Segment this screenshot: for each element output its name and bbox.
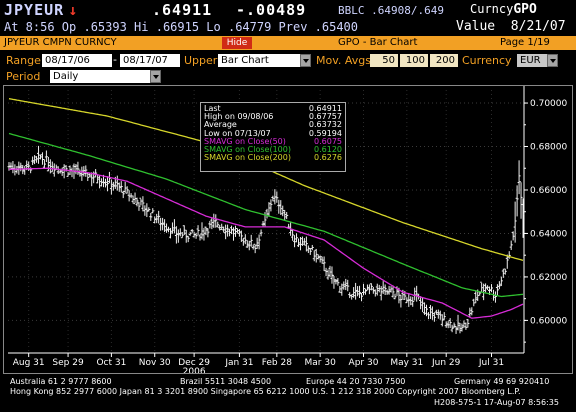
- moving-average-line: [9, 167, 524, 319]
- legend-value: 0.6120: [314, 144, 342, 154]
- value-date: Value 8/21/07: [456, 19, 566, 34]
- legend-value: 0.6075: [314, 136, 342, 146]
- legend-value: 0.59194: [308, 128, 342, 138]
- legend-row: SMAVG on Close(50) 0.6075: [204, 136, 342, 146]
- footer-contact-australia: Australia 61 2 9777 8600: [10, 377, 112, 386]
- range-start-input[interactable]: 08/17/06: [42, 54, 112, 67]
- range-end-input[interactable]: 08/17/07: [120, 54, 180, 67]
- x-tick-label: Jul 31: [478, 358, 504, 368]
- period-label: Period: [6, 70, 41, 83]
- legend-label: SMAVG on Close(200): [204, 153, 291, 163]
- legend-label: Last: [204, 104, 221, 113]
- currency-label: Currency: [462, 54, 512, 67]
- x-tick-label: Oct 31: [96, 358, 126, 368]
- x-tick-label: Aug 31: [13, 358, 45, 368]
- legend-label: Average: [204, 120, 237, 130]
- legend-value: 0.63732: [308, 120, 342, 130]
- legend-label: SMAVG on Close(50): [204, 136, 286, 146]
- upper-select[interactable]: Bar Chart: [218, 54, 300, 67]
- chart-legend: Last 0.64911 High on 09/08/06 0.67757 Averag…: [200, 102, 346, 172]
- y-tick-label: 0.64000: [530, 229, 567, 239]
- footer-contact-germany: Germany 49 69 920410: [454, 377, 550, 386]
- quote-header: JPYEUR ↓ .64911 -.00489 BBLC .64908/.649 …: [0, 0, 576, 36]
- title-bar: JPYEUR CMPN CURNCY Hide GPO - Bar Chart …: [0, 36, 576, 50]
- x-tick-label: May 31: [390, 358, 423, 368]
- legend-value: 0.64911: [308, 104, 342, 113]
- net-change: -.00489: [236, 1, 307, 19]
- ticker-symbol[interactable]: JPYEUR ↓: [4, 1, 79, 19]
- legend-row: High on 09/08/06 0.67757: [204, 113, 342, 121]
- screen-title: GPO - Bar Chart: [338, 37, 418, 48]
- legend-label: SMAVG on Close(100): [204, 144, 291, 154]
- function-code: CurncyGPO: [470, 2, 537, 17]
- currency-select[interactable]: EUR: [517, 54, 547, 67]
- y-tick-label: 0.62000: [530, 273, 567, 283]
- security-label: JPYEUR CMPN CURNCY: [4, 37, 117, 48]
- x-tick-label: Nov 30: [139, 358, 171, 368]
- mov-avg-2-input[interactable]: 100: [400, 54, 428, 67]
- x-tick-label: Dec 29: [178, 358, 210, 368]
- upper-label: Upper: [184, 54, 218, 67]
- mov-avg-1-input[interactable]: 50: [370, 54, 398, 67]
- last-price: .64911: [152, 1, 213, 19]
- hide-button[interactable]: Hide: [222, 37, 252, 49]
- y-tick-label: 0.60000: [530, 316, 567, 326]
- x-tick-label: Sep 29: [52, 358, 84, 368]
- x-tick-label: Jan 31: [224, 358, 253, 368]
- period-select[interactable]: Daily: [50, 70, 150, 83]
- down-arrow-icon: ↓: [68, 1, 79, 19]
- legend-label: High on 09/08/06: [204, 112, 274, 122]
- footer-contact-brazil: Brazil 5511 3048 4500: [180, 377, 272, 386]
- legend-value: 0.67757: [308, 112, 342, 122]
- quote-details: At 8:56 Op .65393 Hi .66915 Lo .64779 Pr…: [4, 20, 359, 34]
- upper-dropdown-icon[interactable]: [300, 54, 311, 67]
- page-indicator[interactable]: Page 1/19: [500, 37, 550, 48]
- x-year-label: 2006: [183, 367, 206, 373]
- range-label: Range: [6, 54, 41, 67]
- period-dropdown-icon[interactable]: [150, 70, 161, 83]
- legend-row: Last 0.64911: [204, 104, 342, 113]
- x-tick-label: Feb 28: [262, 358, 293, 368]
- range-separator: -: [113, 53, 117, 66]
- y-tick-label: 0.66000: [530, 186, 567, 196]
- currency-dropdown-icon[interactable]: [547, 54, 558, 67]
- legend-value: 0.6276: [314, 153, 342, 163]
- footer-timestamp: H208-575-1 17-Aug-07 8:56:35: [434, 398, 559, 407]
- x-tick-label: Mar 30: [305, 358, 337, 368]
- price-chart[interactable]: 0.70000 0.68000 0.66000 0.64000 0.62000 0.600…: [3, 85, 573, 374]
- y-tick-label: 0.70000: [530, 99, 567, 109]
- chart-canvas: 0.70000 0.68000 0.66000 0.64000 0.62000 0.600…: [7, 86, 567, 373]
- footer-contact-europe: Europe 44 20 7330 7500: [306, 377, 406, 386]
- mov-avgs-label: Mov. Avgs: [316, 54, 371, 67]
- legend-row: SMAVG on Close(200) 0.6276: [204, 154, 342, 162]
- legend-row: SMAVG on Close(100) 0.6120: [204, 144, 342, 154]
- mov-avg-3-input[interactable]: 200: [430, 54, 458, 67]
- legend-label: Low on 07/13/07: [204, 128, 271, 138]
- x-tick-label: Jun 29: [431, 358, 461, 368]
- footer: Australia 61 2 9777 8600 Brazil 5511 304…: [0, 376, 576, 412]
- y-tick-label: 0.68000: [530, 143, 567, 153]
- moving-average-line: [8, 132, 524, 298]
- legend-row: Low on 07/13/07 0.59194: [204, 128, 342, 138]
- legend-row: Average 0.63732: [204, 121, 342, 129]
- bid-ask: BBLC .64908/.649: [338, 4, 444, 17]
- footer-contacts-line2: Hong Kong 852 2977 6000 Japan 81 3 3201 …: [10, 387, 521, 396]
- x-tick-label: Apr 30: [349, 358, 379, 368]
